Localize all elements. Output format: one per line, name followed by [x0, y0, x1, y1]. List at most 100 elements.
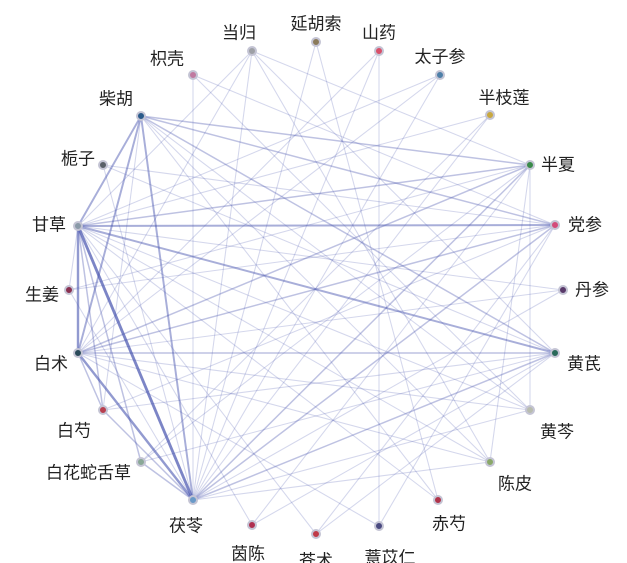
edge-chishao-gancao	[77, 225, 439, 501]
edge-fuling-chenpi	[192, 461, 491, 501]
label-banxia: 半夏	[541, 156, 575, 176]
label-dangshen: 党参	[568, 216, 602, 236]
label-zhiqiao: 枳壳	[150, 50, 184, 70]
node-taizishen	[435, 70, 445, 80]
edge-gancao-huangqi	[77, 225, 556, 354]
edge-huangqi-yinchen	[251, 352, 556, 526]
edge-fuling-banxia	[192, 164, 531, 501]
edge-chaihu-huangqi	[140, 115, 556, 354]
node-yinchen	[247, 520, 257, 530]
edge-chaihu-huangqin	[140, 115, 531, 411]
label-huangqin: 黄芩	[540, 423, 574, 443]
edge-baizhu-baishao	[77, 352, 104, 411]
edge-zhizi-huangqi	[102, 164, 556, 354]
edge-baizhu-danshen	[77, 289, 564, 354]
node-chishao	[433, 495, 443, 505]
label-gancao: 甘草	[32, 216, 66, 236]
edge-fuling-baihuasheshecao	[140, 461, 194, 501]
edge-danggui-huangqi	[251, 50, 556, 354]
edge-gancao-fuling	[76, 225, 195, 501]
edge-gancao-huangqin	[77, 225, 531, 411]
edge-fuling-huangqi	[192, 352, 556, 501]
node-baizhu	[73, 348, 83, 358]
label-danggui: 当归	[222, 24, 256, 44]
node-huangqin	[525, 405, 535, 415]
label-baihuasheshecao: 白花蛇舌草	[46, 464, 131, 484]
nodes-layer	[64, 37, 568, 539]
edge-cangzhu-gancao	[77, 225, 317, 535]
edge-yiyiren-baizhu	[77, 352, 380, 527]
edge-fuling-shanyao	[192, 50, 380, 501]
edge-baizhu-dangshen	[77, 224, 556, 354]
edge-danggui-chenpi	[251, 50, 491, 463]
edge-zhiqiao-huangqin	[192, 74, 531, 411]
edge-chaihu-gancao	[77, 115, 142, 227]
edge-gancao-baishao	[77, 225, 104, 411]
edge-chaihu-chishao	[140, 115, 439, 501]
edge-chaihu-banxia	[140, 115, 531, 166]
edge-shengjiang-banxia	[68, 164, 531, 291]
node-yanhusuo	[311, 37, 321, 47]
label-huangqi: 黄芪	[567, 355, 601, 375]
node-baishao	[98, 405, 108, 415]
node-shengjiang	[64, 285, 74, 295]
node-fuling	[188, 495, 198, 505]
label-baishao: 白芍	[57, 422, 91, 442]
edge-banzhilian-gancao	[77, 114, 491, 227]
edge-gancao-dangshen	[77, 224, 556, 227]
edge-shengjiang-dangshen	[68, 224, 556, 291]
node-zhizi	[98, 160, 108, 170]
edge-gancao-shengjiang	[68, 225, 79, 291]
edge-chaihu-dangshen	[140, 115, 556, 226]
edge-chaihu-fuling	[140, 115, 194, 501]
node-dangshen	[550, 220, 560, 230]
label-banzhilian: 半枝莲	[479, 89, 530, 109]
label-shanyao: 山药	[362, 24, 396, 44]
node-yiyiren	[374, 521, 384, 531]
node-shanyao	[374, 46, 384, 56]
label-baizhu: 白术	[34, 355, 68, 375]
edge-yanhusuo-chishao	[315, 41, 439, 501]
label-yiyiren: 薏苡仁	[365, 549, 416, 563]
label-chaihu: 柴胡	[99, 90, 133, 110]
label-fuling: 茯苓	[169, 517, 203, 537]
label-yanhusuo: 延胡索	[291, 15, 342, 35]
edge-chaihu-baizhu	[77, 115, 142, 354]
edge-fuling-banzhilian	[192, 114, 491, 501]
edge-huangqi-cangzhu	[315, 352, 556, 535]
edge-yanhusuo-fuling	[192, 41, 317, 501]
edge-danggui-baizhu	[77, 50, 253, 354]
node-banxia	[525, 160, 535, 170]
edge-shanyao-baizhu	[77, 50, 380, 354]
node-danshen	[558, 285, 568, 295]
node-baihuasheshecao	[136, 457, 146, 467]
node-zhiqiao	[188, 70, 198, 80]
edge-baishao-huangqi	[102, 352, 556, 411]
edge-baizhu-fuling	[77, 352, 194, 501]
label-yinchen: 茵陈	[231, 545, 265, 563]
node-banzhilian	[485, 110, 495, 120]
label-cangzhu: 苍术	[299, 552, 333, 563]
label-chenpi: 陈皮	[498, 475, 532, 495]
edge-baizhu-chenpi	[77, 352, 491, 463]
edge-danshen-fuling	[192, 289, 564, 501]
edge-chaihu-baishao	[102, 115, 142, 411]
edge-banxia-yinchen	[251, 164, 531, 526]
node-danggui	[247, 46, 257, 56]
edge-baihuasheshecao-banzhilian	[140, 114, 491, 463]
node-cangzhu	[311, 529, 321, 539]
edge-fuling-dangshen	[192, 224, 556, 501]
edge-danggui-banxia	[251, 50, 531, 166]
edge-baizhu-banxia	[77, 164, 531, 354]
edge-gancao-danshen	[77, 225, 564, 291]
edge-fuling-huangqin	[192, 409, 531, 501]
node-chaihu	[136, 111, 146, 121]
edge-danggui-gancao	[77, 50, 253, 227]
label-zhizi: 栀子	[61, 150, 95, 170]
edge-baishao-dangshen	[102, 224, 556, 411]
edge-baizhu-huangqin	[77, 352, 531, 411]
edge-gancao-baihuasheshecao	[77, 225, 142, 463]
label-taizishen: 太子参	[415, 48, 466, 68]
node-huangqi	[550, 348, 560, 358]
